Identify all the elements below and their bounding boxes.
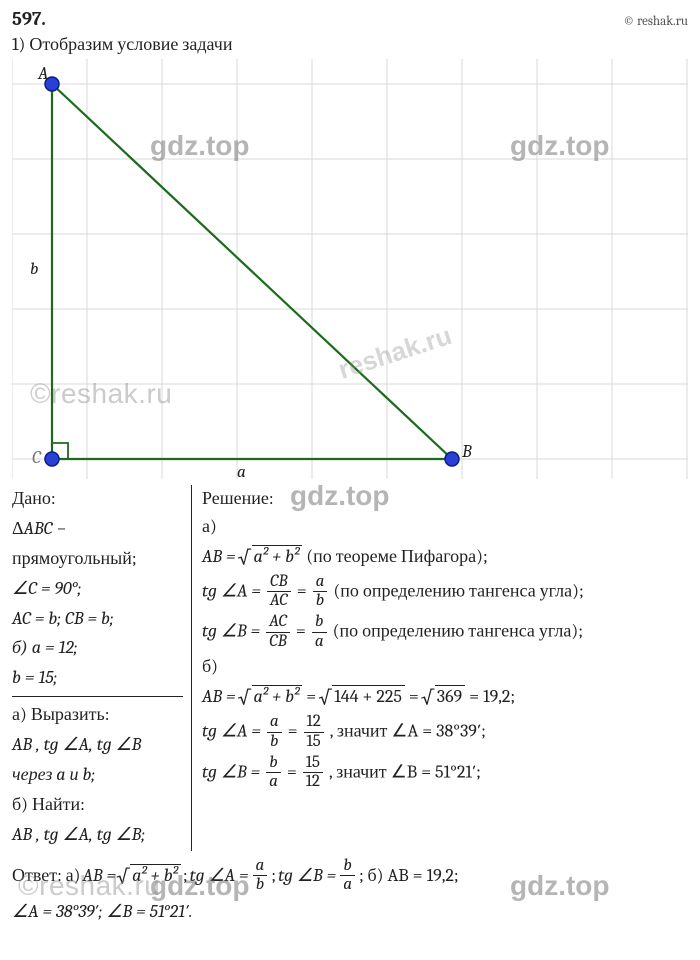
task-a-1: AB , tg ∠A, tg ∠B <box>12 731 183 759</box>
step-heading: 1) Отобразим условие задачи <box>0 34 700 59</box>
svg-text:b: b <box>30 260 38 279</box>
geometry-diagram: A B Ca b reshak.ru <box>12 59 688 479</box>
task-b-head: б) Найти: <box>12 791 183 819</box>
solution-heading: Решение: <box>202 485 688 513</box>
eq-b2: tg ∠A = ab = 1215 , значит ∠A = 38°39′; <box>202 713 688 751</box>
part-b-label: б) <box>202 653 688 681</box>
answer-block: Ответ: а) AB = a² + b² ; tg ∠A = ab ; tg… <box>0 851 700 940</box>
header: 597. © reshak.ru <box>0 0 700 34</box>
part-a-label: а) <box>202 513 688 541</box>
divider <box>12 696 183 697</box>
answer-line-1: Ответ: а) AB = a² + b² ; tg ∠A = ab ; tg… <box>12 857 688 895</box>
eq-b3: tg ∠B = ba = 1512 , значит ∠B = 51°21′; <box>202 754 688 792</box>
given-heading: Дано: <box>12 485 183 513</box>
given-line-4: AC = b; CB = b; <box>12 605 183 633</box>
problem-number: 597. <box>12 8 46 30</box>
eq-a2: tg ∠A = CBAC = ab (по определению танген… <box>202 573 688 611</box>
solution-block: Дано: ΔABC − прямоугольный; ∠C = 90°; AC… <box>0 485 700 851</box>
task-b-1: AB , tg ∠A, tg ∠B; <box>12 821 183 849</box>
given-line-5: б) a = 12; <box>12 634 183 662</box>
solution-column: Решение: а) AB = a² + b² (по теореме Пиф… <box>192 485 688 851</box>
given-column: Дано: ΔABC − прямоугольный; ∠C = 90°; AC… <box>12 485 192 851</box>
svg-text:reshak.ru: reshak.ru <box>335 320 456 385</box>
eq-a3: tg ∠B = ACCB = ba (по определению танген… <box>202 613 688 651</box>
svg-text:C: C <box>32 447 42 468</box>
svg-text:a: a <box>237 463 246 479</box>
given-line-6: b = 15; <box>12 664 183 692</box>
task-a-head: а) Выразить: <box>12 701 183 729</box>
answer-line-2: ∠A = 38°39′; ∠B = 51°21′. <box>12 897 688 928</box>
given-line-1: ΔABC − <box>12 515 183 543</box>
given-line-3: ∠C = 90°; <box>12 575 183 603</box>
eq-a1: AB = a² + b² (по теореме Пифагора); <box>202 543 688 571</box>
eq-b1: AB = a² + b² = 144 + 225 = 369 = 19,2; <box>202 683 688 711</box>
diagram-svg: A B Ca b reshak.ru <box>12 59 688 479</box>
svg-text:B: B <box>461 441 472 462</box>
site-credit: © reshak.ru <box>623 14 688 29</box>
given-line-2: прямоугольный; <box>12 545 183 573</box>
task-a-2: через a и b; <box>12 761 183 789</box>
svg-text:A: A <box>37 63 49 84</box>
